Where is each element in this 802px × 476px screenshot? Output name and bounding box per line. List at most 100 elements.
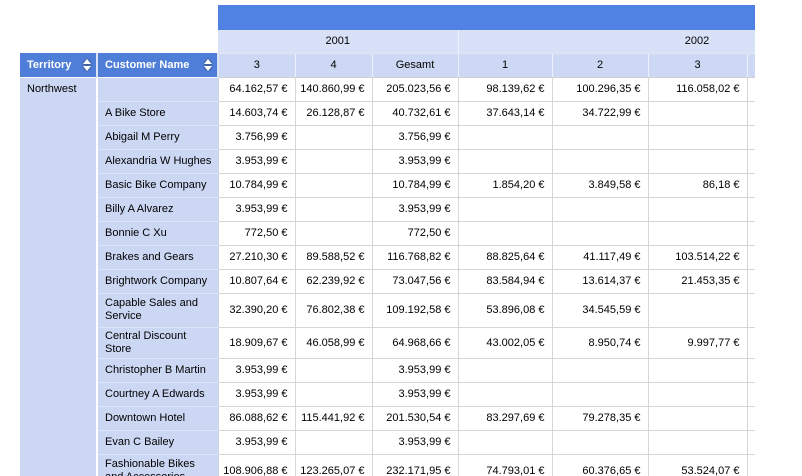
value-cell [648,221,748,246]
value-cell: 32.390,20 € [218,293,296,328]
value-cell [648,149,748,174]
value-cell [648,430,748,455]
table-row: Basic Bike Company 10.784,99 € 10.784,99… [20,173,755,198]
value-cell: 3.953,99 € [372,382,459,407]
sort-up-arrow-icon [204,58,212,64]
territory-header: Territory [20,53,98,78]
value-cell: 53.896,08 € [458,293,553,328]
value-cell: 60.376,65 € [552,454,649,476]
table-row: Billy A Alvarez 3.953,99 € 3.953,99 € [20,197,755,222]
customer-name-cell: A Bike Store [97,101,219,126]
value-cell [648,125,748,150]
value-cell: 3.953,99 € [218,430,296,455]
value-cell [295,149,373,174]
sort-icon[interactable] [204,58,212,71]
value-cell [458,221,553,246]
value-cell-clipped [747,382,755,407]
value-cell: 3.953,99 € [218,358,296,383]
value-cell [552,125,649,150]
table-row: Courtney A Edwards 3.953,99 € 3.953,99 € [20,382,755,407]
customer-name-cell: Brakes and Gears [97,245,219,270]
value-cell [648,101,748,126]
value-cell: 100.296,35 € [552,77,649,102]
col-header-2001-3: 3 [218,53,296,78]
value-cell: 3.953,99 € [372,149,459,174]
value-cell: 83.584,94 € [458,269,553,294]
value-cell-clipped [747,245,755,270]
customer-name-cell: Downtown Hotel [97,406,219,431]
value-cell [295,173,373,198]
value-cell-clipped [747,125,755,150]
sort-up-arrow-icon [83,58,91,64]
value-cell: 3.953,99 € [218,149,296,174]
customer-name-cell: Bonnie C Xu [97,221,219,246]
title-bar-row [20,0,755,30]
value-cell: 86.088,62 € [218,406,296,431]
value-cell: 8.950,74 € [552,327,649,359]
value-cell [552,382,649,407]
pivot-table: 2001 2002 Territory Customer Name 3 4 Ge… [20,0,755,476]
value-cell: 10.784,99 € [372,173,459,198]
value-cell-clipped [747,221,755,246]
value-cell-clipped [747,327,755,359]
table-row: Brightwork Company 10.807,64 € 62.239,92… [20,269,755,294]
value-cell: 64.968,66 € [372,327,459,359]
year-group-2002: 2002 [458,30,755,54]
value-cell: 3.953,99 € [218,382,296,407]
territory-header-label: Territory [27,58,72,71]
table-row: Abigail M Perry 3.756,99 € 3.756,99 € [20,125,755,150]
value-cell-clipped [747,269,755,294]
value-cell [648,293,748,328]
customer-name-cell [97,77,219,102]
sort-down-arrow-icon [83,65,91,71]
value-cell: 10.784,99 € [218,173,296,198]
value-cell: 3.953,99 € [218,197,296,222]
value-cell [552,430,649,455]
value-cell: 103.514,22 € [648,245,748,270]
value-cell-clipped [747,454,755,476]
value-cell [295,197,373,222]
sort-icon[interactable] [83,58,91,71]
value-cell: 98.139,62 € [458,77,553,102]
customer-name-cell: Evan C Bailey [97,430,219,455]
value-cell: 18.909,67 € [218,327,296,359]
customer-name-cell: Christopher B Martin [97,358,219,383]
value-cell: 37.643,14 € [458,101,553,126]
table-row: Downtown Hotel 86.088,62 € 115.441,92 € … [20,406,755,431]
value-cell [295,358,373,383]
customer-name-cell: Capable Sales and Service [97,293,219,328]
value-cell: 73.047,56 € [372,269,459,294]
value-cell [295,221,373,246]
value-cell: 3.756,99 € [218,125,296,150]
value-cell: 26.128,87 € [295,101,373,126]
col-header-2002-1: 1 [458,53,553,78]
col-header-2002-3: 3 [648,53,748,78]
value-cell: 27.210,30 € [218,245,296,270]
sort-down-arrow-icon [204,65,212,71]
value-cell: 21.453,35 € [648,269,748,294]
value-cell: 9.997,77 € [648,327,748,359]
table-row: Brakes and Gears 27.210,30 € 89.588,52 €… [20,245,755,270]
value-cell: 40.732,61 € [372,101,459,126]
value-cell: 3.953,99 € [372,358,459,383]
value-cell: 74.793,01 € [458,454,553,476]
value-cell: 772,50 € [372,221,459,246]
value-cell: 10.807,64 € [218,269,296,294]
value-cell-clipped [747,197,755,222]
table-row: Northwest 64.162,57 € 140.860,99 € 205.0… [20,77,755,476]
value-cell: 79.278,35 € [552,406,649,431]
value-cell: 62.239,92 € [295,269,373,294]
value-cell: 3.849,58 € [552,173,649,198]
value-cell: 3.953,99 € [372,430,459,455]
customer-name-cell: Brightwork Company [97,269,219,294]
value-cell [552,149,649,174]
customer-name-cell: Central Discount Store [97,327,219,359]
value-cell: 201.530,54 € [372,406,459,431]
value-cell: 3.756,99 € [372,125,459,150]
value-cell [648,197,748,222]
value-cell: 43.002,05 € [458,327,553,359]
value-cell: 205.023,56 € [372,77,459,102]
value-cell: 116.058,02 € [648,77,748,102]
value-cell [458,382,553,407]
value-cell [295,125,373,150]
